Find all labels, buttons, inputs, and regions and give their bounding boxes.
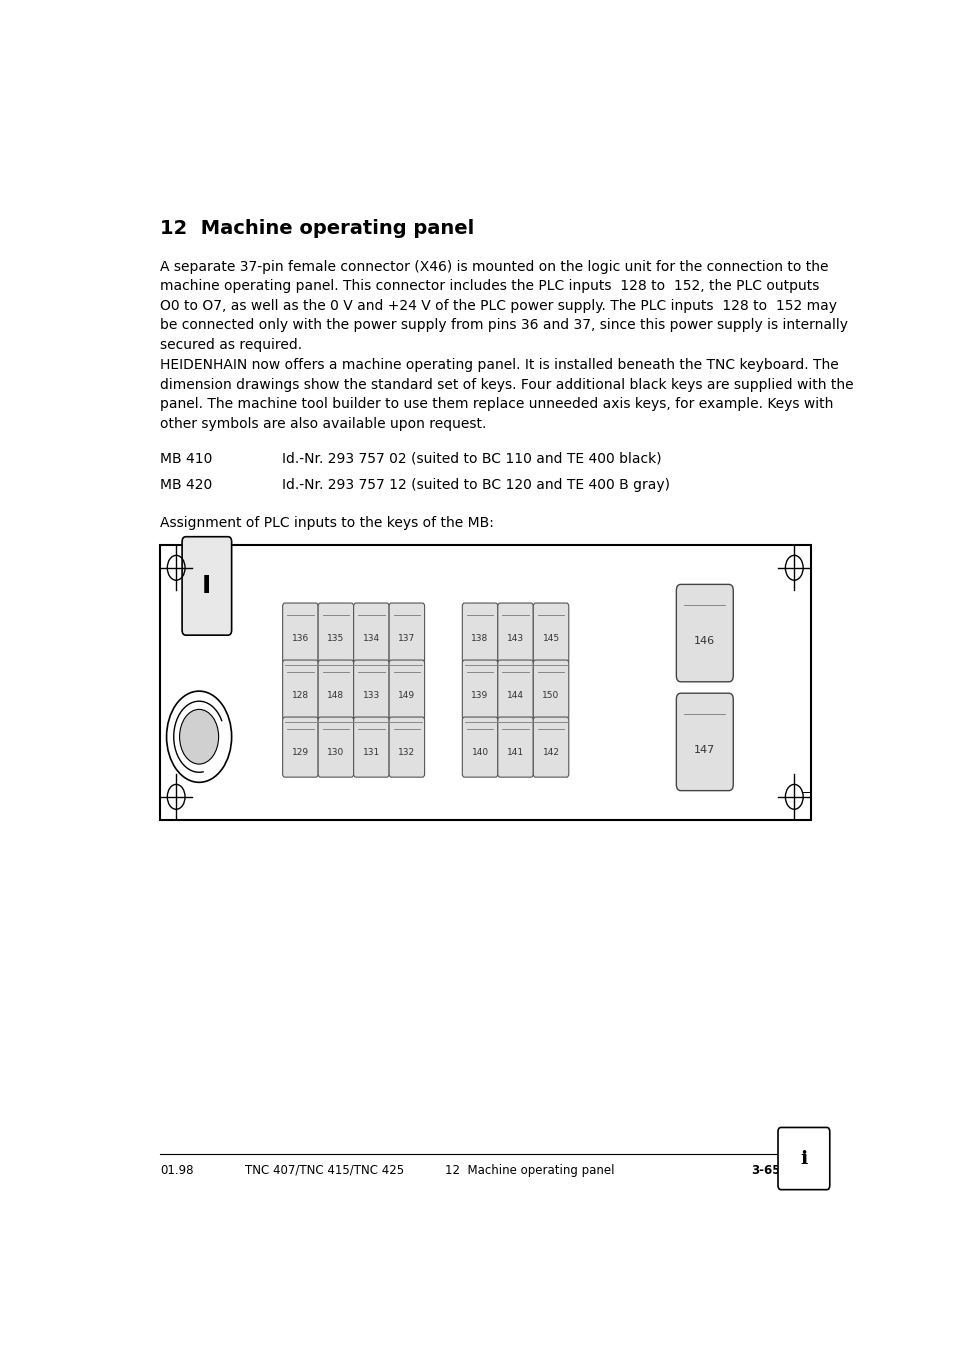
Text: 142: 142 xyxy=(542,748,559,756)
FancyBboxPatch shape xyxy=(533,603,568,664)
Text: MB 410: MB 410 xyxy=(160,452,213,466)
FancyBboxPatch shape xyxy=(282,603,317,664)
FancyBboxPatch shape xyxy=(282,717,317,777)
Text: 147: 147 xyxy=(694,746,715,755)
Text: TNC 407/TNC 415/TNC 425: TNC 407/TNC 415/TNC 425 xyxy=(245,1164,404,1176)
Text: 139: 139 xyxy=(471,690,488,700)
Text: 12  Machine operating panel: 12 Machine operating panel xyxy=(160,218,474,237)
FancyBboxPatch shape xyxy=(497,603,533,664)
Text: Assignment of PLC inputs to the keys of the MB:: Assignment of PLC inputs to the keys of … xyxy=(160,516,494,530)
Text: 132: 132 xyxy=(397,748,415,756)
FancyBboxPatch shape xyxy=(182,537,232,635)
Text: 140: 140 xyxy=(471,748,488,756)
Text: 150: 150 xyxy=(542,690,559,700)
Text: 141: 141 xyxy=(506,748,523,756)
Text: 129: 129 xyxy=(292,748,309,756)
Text: I: I xyxy=(202,573,212,598)
Text: i: i xyxy=(800,1149,807,1167)
Text: A separate 37-pin female connector (X46) is mounted on the logic unit for the co: A separate 37-pin female connector (X46)… xyxy=(160,260,847,353)
Text: MB 420: MB 420 xyxy=(160,478,212,491)
FancyBboxPatch shape xyxy=(462,603,497,664)
Text: Id.-Nr. 293 757 02 (suited to BC 110 and TE 400 black): Id.-Nr. 293 757 02 (suited to BC 110 and… xyxy=(282,452,660,466)
Text: 146: 146 xyxy=(694,637,715,646)
FancyBboxPatch shape xyxy=(778,1128,829,1190)
Text: 134: 134 xyxy=(362,634,379,643)
FancyBboxPatch shape xyxy=(354,603,389,664)
Text: 01.98: 01.98 xyxy=(160,1164,193,1176)
Text: 3-65: 3-65 xyxy=(751,1164,781,1176)
Circle shape xyxy=(179,709,218,765)
FancyBboxPatch shape xyxy=(282,660,317,720)
FancyBboxPatch shape xyxy=(389,717,424,777)
Text: Id.-Nr. 293 757 12 (suited to BC 120 and TE 400 B gray): Id.-Nr. 293 757 12 (suited to BC 120 and… xyxy=(282,478,669,491)
Text: 137: 137 xyxy=(397,634,416,643)
FancyBboxPatch shape xyxy=(317,717,354,777)
FancyBboxPatch shape xyxy=(533,717,568,777)
Text: 144: 144 xyxy=(506,690,523,700)
Text: 136: 136 xyxy=(292,634,309,643)
Text: 12  Machine operating panel: 12 Machine operating panel xyxy=(444,1164,614,1176)
FancyBboxPatch shape xyxy=(533,660,568,720)
Text: 135: 135 xyxy=(327,634,344,643)
FancyBboxPatch shape xyxy=(389,603,424,664)
Text: 148: 148 xyxy=(327,690,344,700)
Text: HEIDENHAIN now offers a machine operating panel. It is installed beneath the TNC: HEIDENHAIN now offers a machine operatin… xyxy=(160,358,853,431)
Text: 143: 143 xyxy=(506,634,523,643)
FancyBboxPatch shape xyxy=(317,603,354,664)
Text: 145: 145 xyxy=(542,634,559,643)
FancyBboxPatch shape xyxy=(462,660,497,720)
Text: 130: 130 xyxy=(327,748,344,756)
Text: 131: 131 xyxy=(362,748,379,756)
Text: 133: 133 xyxy=(362,690,379,700)
FancyBboxPatch shape xyxy=(389,660,424,720)
FancyBboxPatch shape xyxy=(160,545,810,820)
FancyBboxPatch shape xyxy=(462,717,497,777)
FancyBboxPatch shape xyxy=(354,660,389,720)
FancyBboxPatch shape xyxy=(497,660,533,720)
Text: 128: 128 xyxy=(292,690,309,700)
FancyBboxPatch shape xyxy=(317,660,354,720)
FancyBboxPatch shape xyxy=(676,584,733,682)
FancyBboxPatch shape xyxy=(497,717,533,777)
Text: 149: 149 xyxy=(397,690,415,700)
FancyBboxPatch shape xyxy=(354,717,389,777)
FancyBboxPatch shape xyxy=(676,693,733,790)
Text: 138: 138 xyxy=(471,634,488,643)
